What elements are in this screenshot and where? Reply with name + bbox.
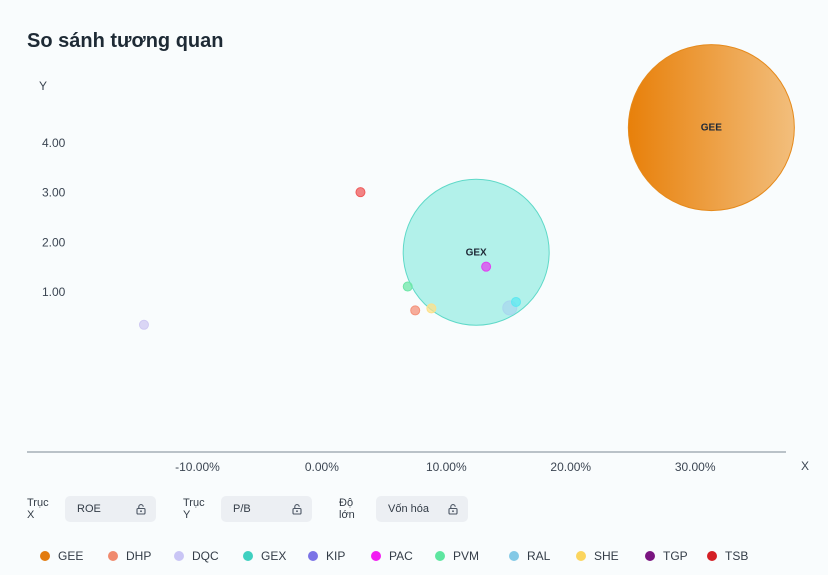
legend-label: SHE xyxy=(594,549,619,563)
legend-label: DQC xyxy=(192,549,219,563)
legend-color-dot xyxy=(509,551,519,561)
legend-item-tgp[interactable]: TGP xyxy=(645,549,688,563)
lock-icon xyxy=(292,504,302,515)
legend-label: RAL xyxy=(527,549,551,563)
bubble-she[interactable] xyxy=(426,303,437,314)
x-tick-label: 30.00% xyxy=(675,460,716,474)
legend-item-pvm[interactable]: PVM xyxy=(435,549,479,563)
lock-icon xyxy=(448,504,458,515)
legend-label: DHP xyxy=(126,549,152,563)
chart-title: So sánh tương quan xyxy=(27,30,224,52)
legend-color-dot xyxy=(308,551,318,561)
bubble-dhp[interactable] xyxy=(410,305,421,316)
legend-label: KIP xyxy=(326,549,346,563)
legend-color-dot xyxy=(243,551,253,561)
legend-label: TSB xyxy=(725,549,749,563)
legend-label: GEE xyxy=(58,549,84,563)
legend-color-dot xyxy=(707,551,717,561)
x-axis-label: Trục X xyxy=(27,497,49,521)
size-axis-label: Độ lớn xyxy=(339,497,355,521)
legend-color-dot xyxy=(108,551,118,561)
x-tick-label: -10.00% xyxy=(175,460,220,474)
x-axis-title: X xyxy=(801,459,809,473)
x-tick-label: 10.00% xyxy=(426,460,467,474)
y-tick-label: 4.00 xyxy=(42,136,66,150)
bubble-label: GEE xyxy=(701,123,722,134)
legend-item-gee[interactable]: GEE xyxy=(40,549,83,563)
bubble-pac[interactable] xyxy=(481,261,492,272)
legend-item-dqc[interactable]: DQC xyxy=(174,549,219,563)
x-tick-label: 20.00% xyxy=(550,460,591,474)
legend-color-dot xyxy=(645,551,655,561)
legend-item-kip[interactable]: KIP xyxy=(308,549,345,563)
x-axis-select[interactable]: ROE xyxy=(65,496,156,522)
legend-label: TGP xyxy=(663,549,688,563)
legend-color-dot xyxy=(174,551,184,561)
legend-label: PVM xyxy=(453,549,480,563)
y-axis-label: Trục Y xyxy=(183,497,205,521)
bubble-gex[interactable] xyxy=(402,178,550,326)
legend-item-ral[interactable]: RAL xyxy=(509,549,550,563)
bubble-dqc[interactable] xyxy=(138,319,149,330)
legend-color-dot xyxy=(40,551,50,561)
legend-color-dot xyxy=(371,551,381,561)
legend-label: PAC xyxy=(389,549,413,563)
legend-color-dot xyxy=(435,551,445,561)
x-tick-label: 0.00% xyxy=(305,460,339,474)
bubble-chart: -10.00% 0.00% 10.00% 20.00% 30.00% 1.00 2.00 3.… xyxy=(27,44,809,474)
bubble-pvm[interactable] xyxy=(402,281,413,292)
size-value: Vốn hóa xyxy=(388,503,429,515)
size-select[interactable]: Vốn hóa xyxy=(376,496,468,522)
legend-item-gex[interactable]: GEX xyxy=(243,549,286,563)
y-tick-label: 2.00 xyxy=(42,235,66,249)
legend-label: GEX xyxy=(261,549,287,563)
legend-item-dhp[interactable]: DHP xyxy=(108,549,151,563)
y-tick-label: 1.00 xyxy=(42,285,66,299)
legend-item-pac[interactable]: PAC xyxy=(371,549,413,563)
lock-icon xyxy=(136,504,146,515)
y-axis-select[interactable]: P/B xyxy=(221,496,312,522)
y-axis-value: P/B xyxy=(233,503,251,515)
legend-item-she[interactable]: SHE xyxy=(576,549,619,563)
y-axis-title: Y xyxy=(39,79,47,93)
legend-item-tsb[interactable]: TSB xyxy=(707,549,748,563)
bubble-gee[interactable] xyxy=(627,44,795,212)
y-tick-label: 3.00 xyxy=(42,186,66,200)
legend-color-dot xyxy=(576,551,586,561)
bubble-label: GEX xyxy=(466,247,487,258)
x-axis-value: ROE xyxy=(77,503,101,515)
bubble-gex2[interactable] xyxy=(510,296,521,307)
bubble-tsb[interactable] xyxy=(355,187,366,198)
